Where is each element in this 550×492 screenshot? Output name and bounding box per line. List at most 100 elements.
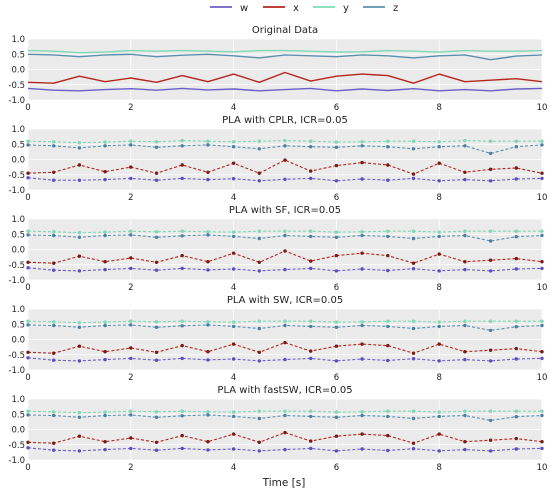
- data-point-y: [103, 230, 107, 234]
- data-point-y: [334, 140, 339, 144]
- data-point-y: [411, 229, 416, 233]
- y-tick-label: -1.0: [8, 456, 25, 466]
- data-point-z: [257, 147, 261, 151]
- data-point-x: [231, 251, 236, 255]
- x-tick-label: 8: [436, 283, 441, 293]
- data-point-z: [488, 418, 493, 423]
- data-point-x: [52, 261, 56, 265]
- data-point-y: [231, 230, 236, 234]
- x-tick-label: 0: [25, 373, 30, 383]
- data-point-z: [514, 325, 518, 329]
- data-point-x: [180, 163, 184, 167]
- data-point-w: [231, 177, 236, 181]
- data-point-w: [540, 176, 544, 181]
- data-point-z: [540, 233, 544, 238]
- series-line-x: [27, 159, 543, 175]
- data-point-x: [411, 441, 416, 445]
- x-tick-label: 10: [537, 463, 548, 473]
- data-point-z: [180, 144, 184, 148]
- data-point-x: [309, 439, 313, 443]
- data-point-w: [463, 357, 467, 362]
- x-tick-label: 10: [537, 283, 548, 293]
- data-point-z: [52, 233, 56, 238]
- data-point-y: [283, 409, 287, 413]
- data-point-z: [231, 414, 236, 419]
- data-point-z: [334, 415, 339, 419]
- data-point-z: [77, 235, 82, 239]
- data-point-z: [103, 233, 107, 238]
- x-tick-label: 8: [436, 463, 441, 473]
- data-point-y: [488, 229, 493, 233]
- data-point-x: [309, 259, 313, 263]
- data-point-y: [257, 139, 261, 143]
- data-point-z: [154, 415, 159, 419]
- data-point-w: [154, 448, 159, 452]
- data-point-w: [52, 448, 56, 452]
- data-point-x: [206, 170, 210, 174]
- data-point-x: [180, 433, 184, 438]
- y-tick-label: 0.0: [11, 156, 25, 166]
- data-point-w: [437, 269, 441, 273]
- data-point-w: [334, 269, 339, 273]
- data-point-y: [180, 229, 184, 233]
- data-point-w: [26, 176, 30, 180]
- x-tick-label: 6: [334, 283, 339, 293]
- x-tick-label: 2: [128, 463, 133, 473]
- data-point-z: [488, 328, 493, 333]
- data-point-y: [514, 319, 518, 323]
- data-point-w: [26, 266, 30, 270]
- data-point-y: [283, 138, 287, 143]
- data-point-w: [103, 357, 107, 362]
- data-point-z: [231, 234, 236, 239]
- data-point-z: [129, 143, 133, 147]
- x-tick-label: 0: [25, 463, 30, 473]
- data-point-w: [386, 448, 390, 453]
- data-point-y: [411, 319, 416, 323]
- data-point-z: [180, 414, 184, 418]
- legend-label-x: x: [293, 3, 299, 14]
- data-point-x: [334, 253, 339, 258]
- data-point-w: [77, 269, 82, 273]
- data-point-z: [52, 144, 56, 148]
- data-point-w: [437, 449, 441, 453]
- data-point-y: [488, 139, 493, 143]
- data-point-z: [514, 235, 518, 239]
- data-point-w: [360, 267, 364, 271]
- data-point-z: [206, 233, 210, 237]
- data-point-y: [77, 411, 82, 415]
- data-point-w: [103, 447, 107, 452]
- series-line-z: [27, 53, 543, 61]
- y-tick-label: -0.5: [8, 351, 25, 361]
- data-point-y: [77, 321, 82, 325]
- data-point-x: [386, 433, 390, 438]
- data-point-w: [437, 179, 441, 183]
- data-point-w: [283, 357, 287, 362]
- x-tick-label: 2: [128, 193, 133, 203]
- data-point-x: [488, 348, 493, 352]
- x-tick-label: 8: [436, 103, 441, 113]
- data-point-z: [334, 145, 339, 149]
- data-point-x: [437, 252, 441, 256]
- data-point-y: [386, 409, 390, 413]
- data-point-w: [180, 446, 184, 451]
- x-tick-label: 2: [128, 283, 133, 293]
- y-tick-label: -1.0: [8, 186, 25, 196]
- data-point-x: [52, 351, 56, 355]
- x-tick-label: 10: [537, 193, 548, 203]
- data-point-w: [180, 266, 184, 271]
- data-point-z: [437, 234, 441, 239]
- data-point-w: [129, 356, 133, 361]
- data-point-y: [26, 409, 30, 413]
- y-tick-label: -1.0: [8, 96, 25, 106]
- data-point-z: [463, 144, 467, 148]
- data-point-y: [437, 410, 441, 414]
- data-point-x: [386, 163, 390, 167]
- data-point-w: [514, 177, 518, 181]
- data-point-x: [540, 171, 544, 175]
- data-point-x: [129, 256, 133, 260]
- data-point-w: [411, 267, 416, 271]
- data-point-y: [309, 409, 313, 413]
- data-point-y: [463, 319, 467, 323]
- data-point-x: [26, 440, 30, 444]
